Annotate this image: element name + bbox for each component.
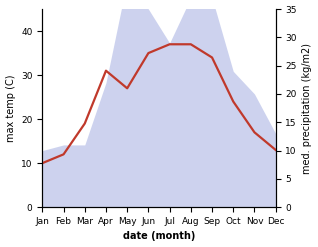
Y-axis label: med. precipitation (kg/m2): med. precipitation (kg/m2) <box>302 43 313 174</box>
Y-axis label: max temp (C): max temp (C) <box>5 74 16 142</box>
X-axis label: date (month): date (month) <box>123 231 195 242</box>
